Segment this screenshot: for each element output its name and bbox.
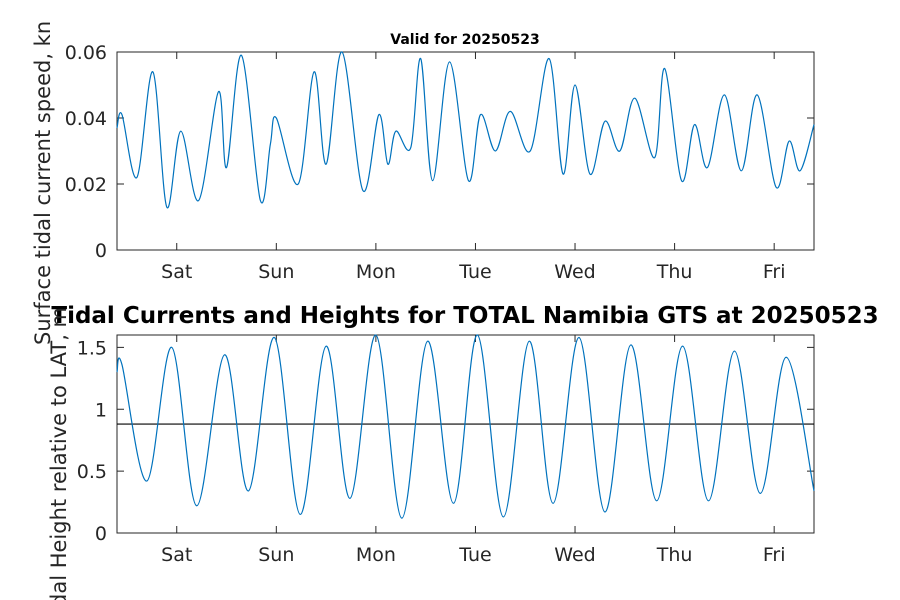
top-y-axis-label: Surface tidal current speed, kn: [31, 21, 55, 345]
bottom-x-tick-label: Tue: [458, 544, 491, 566]
bottom-y-tick-label: 0.5: [77, 461, 107, 483]
top-x-tick-label: Sat: [161, 261, 192, 283]
top-x-tick-label: Fri: [763, 261, 786, 283]
top-chart-title: Valid for 20250523: [390, 32, 539, 48]
bottom-y-tick-label: 0: [95, 523, 107, 545]
bottom-x-tick-label: Sat: [161, 544, 192, 566]
top-x-tick-label: Mon: [356, 261, 396, 283]
top-x-tick-label: Wed: [554, 261, 595, 283]
bottom-x-tick-label: Thu: [656, 544, 693, 566]
top-current-speed-line: [116, 51, 815, 209]
top-y-tick-label: 0: [95, 240, 107, 262]
top-plot-area: [116, 51, 815, 251]
top-y-tick-label: 0.04: [65, 108, 107, 130]
bottom-x-tick-label: Mon: [356, 544, 396, 566]
bottom-chart-title: Tidal Currents and Heights for TOTAL Nam…: [51, 303, 878, 329]
bottom-y-tick-label: 1: [95, 399, 107, 421]
bottom-tidal-height-line: [116, 334, 815, 519]
bottom-x-tick-label: Sun: [258, 544, 294, 566]
bottom-y-tick-label: 1.5: [77, 337, 107, 359]
bottom-x-tick-label: Fri: [763, 544, 786, 566]
bottom-plot-area: [116, 334, 815, 534]
top-x-tick-label: Thu: [656, 261, 693, 283]
bottom-y-axis-label: Tidal Height relative to LAT, m: [47, 307, 71, 600]
top-y-tick-label: 0.02: [65, 174, 107, 196]
top-x-tick-label: Tue: [458, 261, 491, 283]
top-y-tick-label: 0.06: [65, 42, 107, 64]
top-x-tick-label: Sun: [258, 261, 294, 283]
bottom-x-tick-label: Wed: [554, 544, 595, 566]
